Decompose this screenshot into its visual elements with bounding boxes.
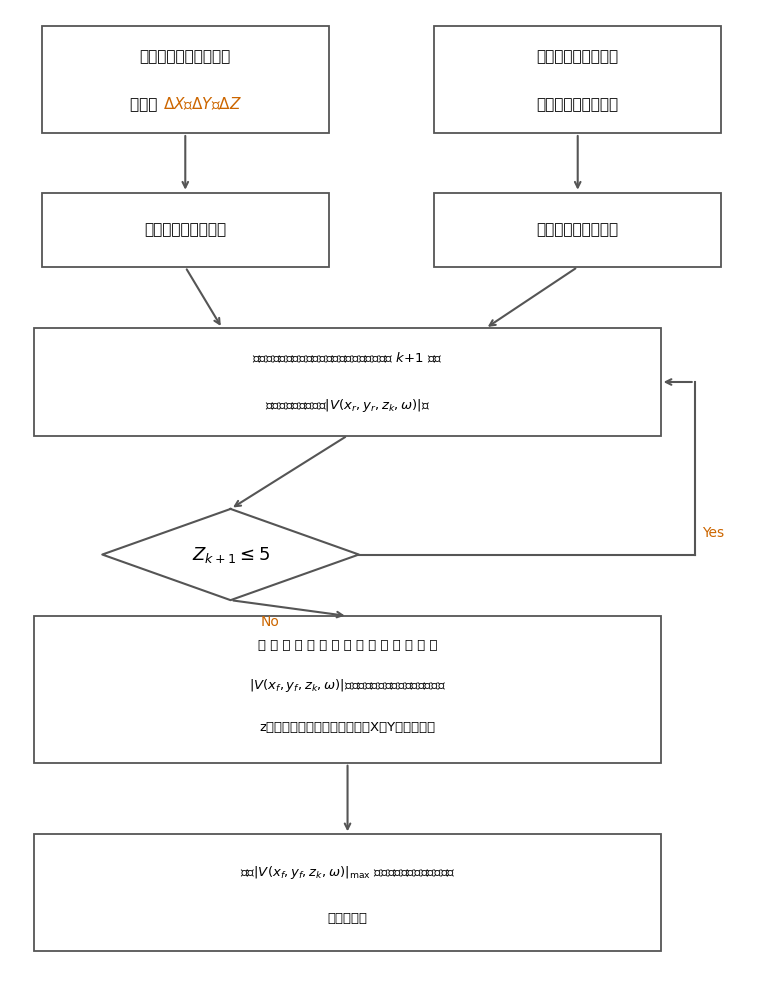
Text: 传声器接收到的声压: 传声器接收到的声压 bbox=[536, 222, 619, 237]
Text: 生成网格化的重构面: 生成网格化的重构面 bbox=[144, 222, 227, 237]
FancyBboxPatch shape bbox=[34, 834, 661, 951]
Text: 条件和: 条件和 bbox=[130, 97, 163, 112]
FancyBboxPatch shape bbox=[34, 616, 661, 763]
FancyBboxPatch shape bbox=[434, 26, 721, 133]
Text: $Z_{k+1}\leq 5$: $Z_{k+1}\leq 5$ bbox=[192, 545, 269, 565]
Text: Yes: Yes bbox=[702, 526, 724, 540]
Text: 输入重构的声场的边界: 输入重构的声场的边界 bbox=[140, 50, 231, 65]
FancyBboxPatch shape bbox=[42, 26, 329, 133]
FancyBboxPatch shape bbox=[42, 193, 329, 267]
Text: 率、强度和阵列位置: 率、强度和阵列位置 bbox=[536, 97, 619, 112]
Text: $|V(x_f,y_f,z_k,\omega)|$最大值，根据轨迹变化判断声源在: $|V(x_f,y_f,z_k,\omega)|$最大值，根据轨迹变化判断声源在 bbox=[249, 677, 446, 694]
Text: 输出$|V(x_f,y_f,z_k,\omega)|_{\mathrm{max}}$ 所在的位置（声源位置）和: 输出$|V(x_f,y_f,z_k,\omega)|_{\mathrm{max}… bbox=[240, 864, 456, 881]
Text: 声场分布图: 声场分布图 bbox=[327, 912, 368, 925]
Text: 归一化后的波束形成声功率相对输出仿真计算第 $k$+1 个重: 归一化后的波束形成声功率相对输出仿真计算第 $k$+1 个重 bbox=[253, 351, 443, 366]
FancyBboxPatch shape bbox=[34, 328, 661, 436]
Text: $\Delta X$、$\Delta Y$、$\Delta Z$: $\Delta X$、$\Delta Y$、$\Delta Z$ bbox=[163, 96, 242, 113]
Text: No: No bbox=[261, 615, 279, 629]
FancyBboxPatch shape bbox=[434, 193, 721, 267]
Text: 构面上各重构点处的$|V(x_r,y_r,z_k,\omega)|$值: 构面上各重构点处的$|V(x_r,y_r,z_k,\omega)|$值 bbox=[265, 397, 430, 414]
Text: 输入点声源坐标、频: 输入点声源坐标、频 bbox=[536, 50, 619, 65]
Text: 比 较 沿 重 构 深 度 方 向 上 各 重 构 面 的: 比 较 沿 重 构 深 度 方 向 上 各 重 构 面 的 bbox=[258, 639, 437, 652]
Text: z方向的位置，然后确定声源在X和Y方向的位置: z方向的位置，然后确定声源在X和Y方向的位置 bbox=[259, 721, 436, 734]
